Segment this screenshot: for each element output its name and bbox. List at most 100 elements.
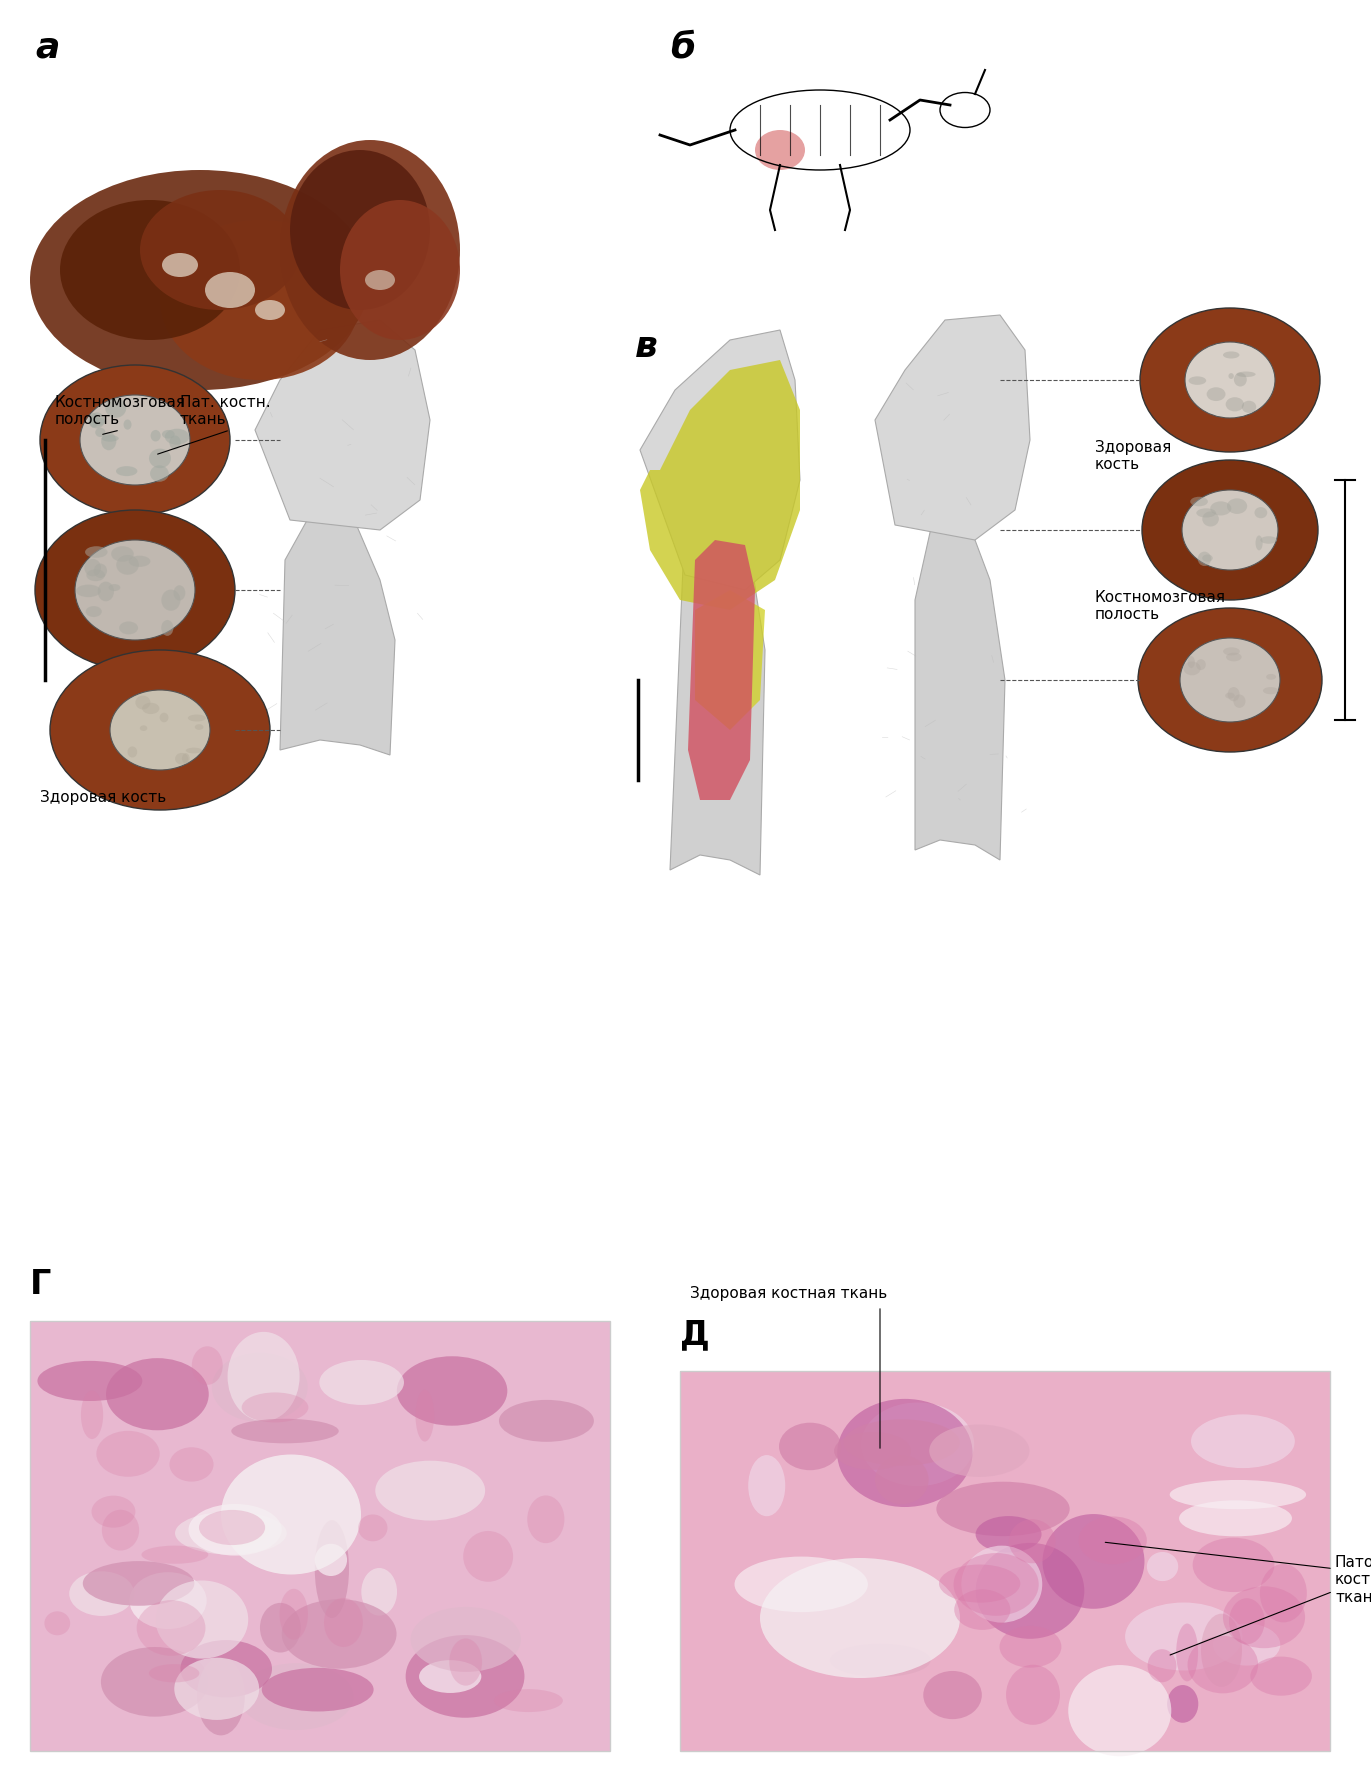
Ellipse shape: [1182, 491, 1278, 570]
Ellipse shape: [1079, 1517, 1146, 1564]
Ellipse shape: [1254, 507, 1267, 518]
Ellipse shape: [129, 555, 151, 568]
Ellipse shape: [93, 417, 104, 426]
Text: Здоровая
кость: Здоровая кость: [1095, 441, 1171, 473]
Ellipse shape: [420, 1660, 481, 1692]
Ellipse shape: [162, 253, 197, 278]
Ellipse shape: [1138, 607, 1322, 752]
Ellipse shape: [182, 754, 189, 763]
Ellipse shape: [137, 1599, 206, 1657]
Ellipse shape: [1223, 351, 1239, 358]
Ellipse shape: [923, 1671, 982, 1719]
Polygon shape: [640, 360, 801, 611]
Ellipse shape: [1193, 1538, 1275, 1592]
Ellipse shape: [735, 1556, 868, 1612]
Ellipse shape: [1180, 638, 1281, 722]
Ellipse shape: [999, 1626, 1061, 1667]
Ellipse shape: [829, 1644, 931, 1676]
Ellipse shape: [155, 1580, 248, 1658]
Ellipse shape: [1223, 647, 1239, 656]
Ellipse shape: [129, 1572, 207, 1630]
Ellipse shape: [1197, 509, 1216, 518]
FancyBboxPatch shape: [680, 1370, 1330, 1752]
Ellipse shape: [174, 586, 185, 600]
Ellipse shape: [44, 1612, 70, 1635]
Ellipse shape: [1167, 1685, 1198, 1723]
Ellipse shape: [140, 190, 300, 310]
Ellipse shape: [85, 605, 101, 618]
Ellipse shape: [239, 1664, 354, 1730]
Ellipse shape: [1126, 1603, 1242, 1671]
Ellipse shape: [123, 419, 132, 430]
Ellipse shape: [834, 1433, 910, 1470]
Ellipse shape: [49, 650, 270, 810]
Ellipse shape: [197, 1657, 245, 1735]
Bar: [680, 1370, 1330, 1752]
Ellipse shape: [195, 724, 203, 731]
Ellipse shape: [101, 1648, 208, 1718]
Ellipse shape: [117, 466, 137, 476]
Ellipse shape: [755, 131, 805, 170]
Ellipse shape: [159, 713, 169, 722]
Ellipse shape: [291, 150, 430, 310]
Ellipse shape: [1142, 460, 1318, 600]
Ellipse shape: [143, 702, 159, 715]
Ellipse shape: [186, 747, 202, 754]
Ellipse shape: [213, 1352, 307, 1422]
Ellipse shape: [954, 1589, 1010, 1630]
Ellipse shape: [1185, 342, 1275, 417]
Ellipse shape: [162, 620, 173, 636]
Ellipse shape: [1042, 1513, 1145, 1608]
Ellipse shape: [89, 414, 99, 428]
Ellipse shape: [450, 1639, 483, 1685]
Ellipse shape: [101, 435, 119, 442]
Ellipse shape: [1190, 496, 1208, 507]
Ellipse shape: [241, 1392, 308, 1422]
Ellipse shape: [162, 430, 174, 439]
Text: Пат. костн.
ткань: Пат. костн. ткань: [180, 396, 270, 428]
Bar: [30, 1322, 610, 1752]
Ellipse shape: [280, 1589, 308, 1641]
Ellipse shape: [108, 584, 121, 591]
Ellipse shape: [838, 1399, 972, 1506]
Ellipse shape: [37, 1361, 143, 1401]
Ellipse shape: [80, 396, 191, 485]
Ellipse shape: [151, 430, 160, 442]
Ellipse shape: [1226, 693, 1235, 698]
Ellipse shape: [1141, 308, 1320, 451]
Ellipse shape: [1242, 401, 1256, 414]
Ellipse shape: [82, 1562, 195, 1607]
Ellipse shape: [92, 1495, 136, 1528]
Ellipse shape: [141, 1546, 208, 1564]
Ellipse shape: [875, 1456, 928, 1504]
Ellipse shape: [199, 1510, 265, 1546]
Ellipse shape: [961, 1546, 1042, 1623]
Ellipse shape: [319, 1359, 404, 1404]
Ellipse shape: [69, 1571, 134, 1615]
Polygon shape: [280, 510, 395, 756]
Ellipse shape: [749, 1454, 786, 1517]
Ellipse shape: [160, 220, 361, 380]
Ellipse shape: [136, 695, 151, 709]
Ellipse shape: [81, 1390, 103, 1438]
Ellipse shape: [1191, 1415, 1294, 1469]
Ellipse shape: [181, 1641, 271, 1698]
Ellipse shape: [1187, 656, 1196, 668]
Ellipse shape: [101, 1510, 138, 1551]
Ellipse shape: [362, 1567, 398, 1615]
Ellipse shape: [221, 1454, 361, 1574]
Ellipse shape: [528, 1495, 565, 1544]
Ellipse shape: [1250, 1657, 1312, 1696]
Ellipse shape: [1198, 552, 1211, 566]
Ellipse shape: [228, 1333, 300, 1422]
Ellipse shape: [101, 432, 117, 450]
Ellipse shape: [188, 715, 206, 722]
Polygon shape: [670, 500, 765, 876]
Ellipse shape: [324, 1598, 363, 1648]
Ellipse shape: [85, 546, 108, 557]
Ellipse shape: [1226, 652, 1242, 661]
FancyBboxPatch shape: [30, 1322, 610, 1752]
Ellipse shape: [128, 747, 137, 758]
Ellipse shape: [30, 170, 370, 390]
Ellipse shape: [1202, 512, 1219, 527]
